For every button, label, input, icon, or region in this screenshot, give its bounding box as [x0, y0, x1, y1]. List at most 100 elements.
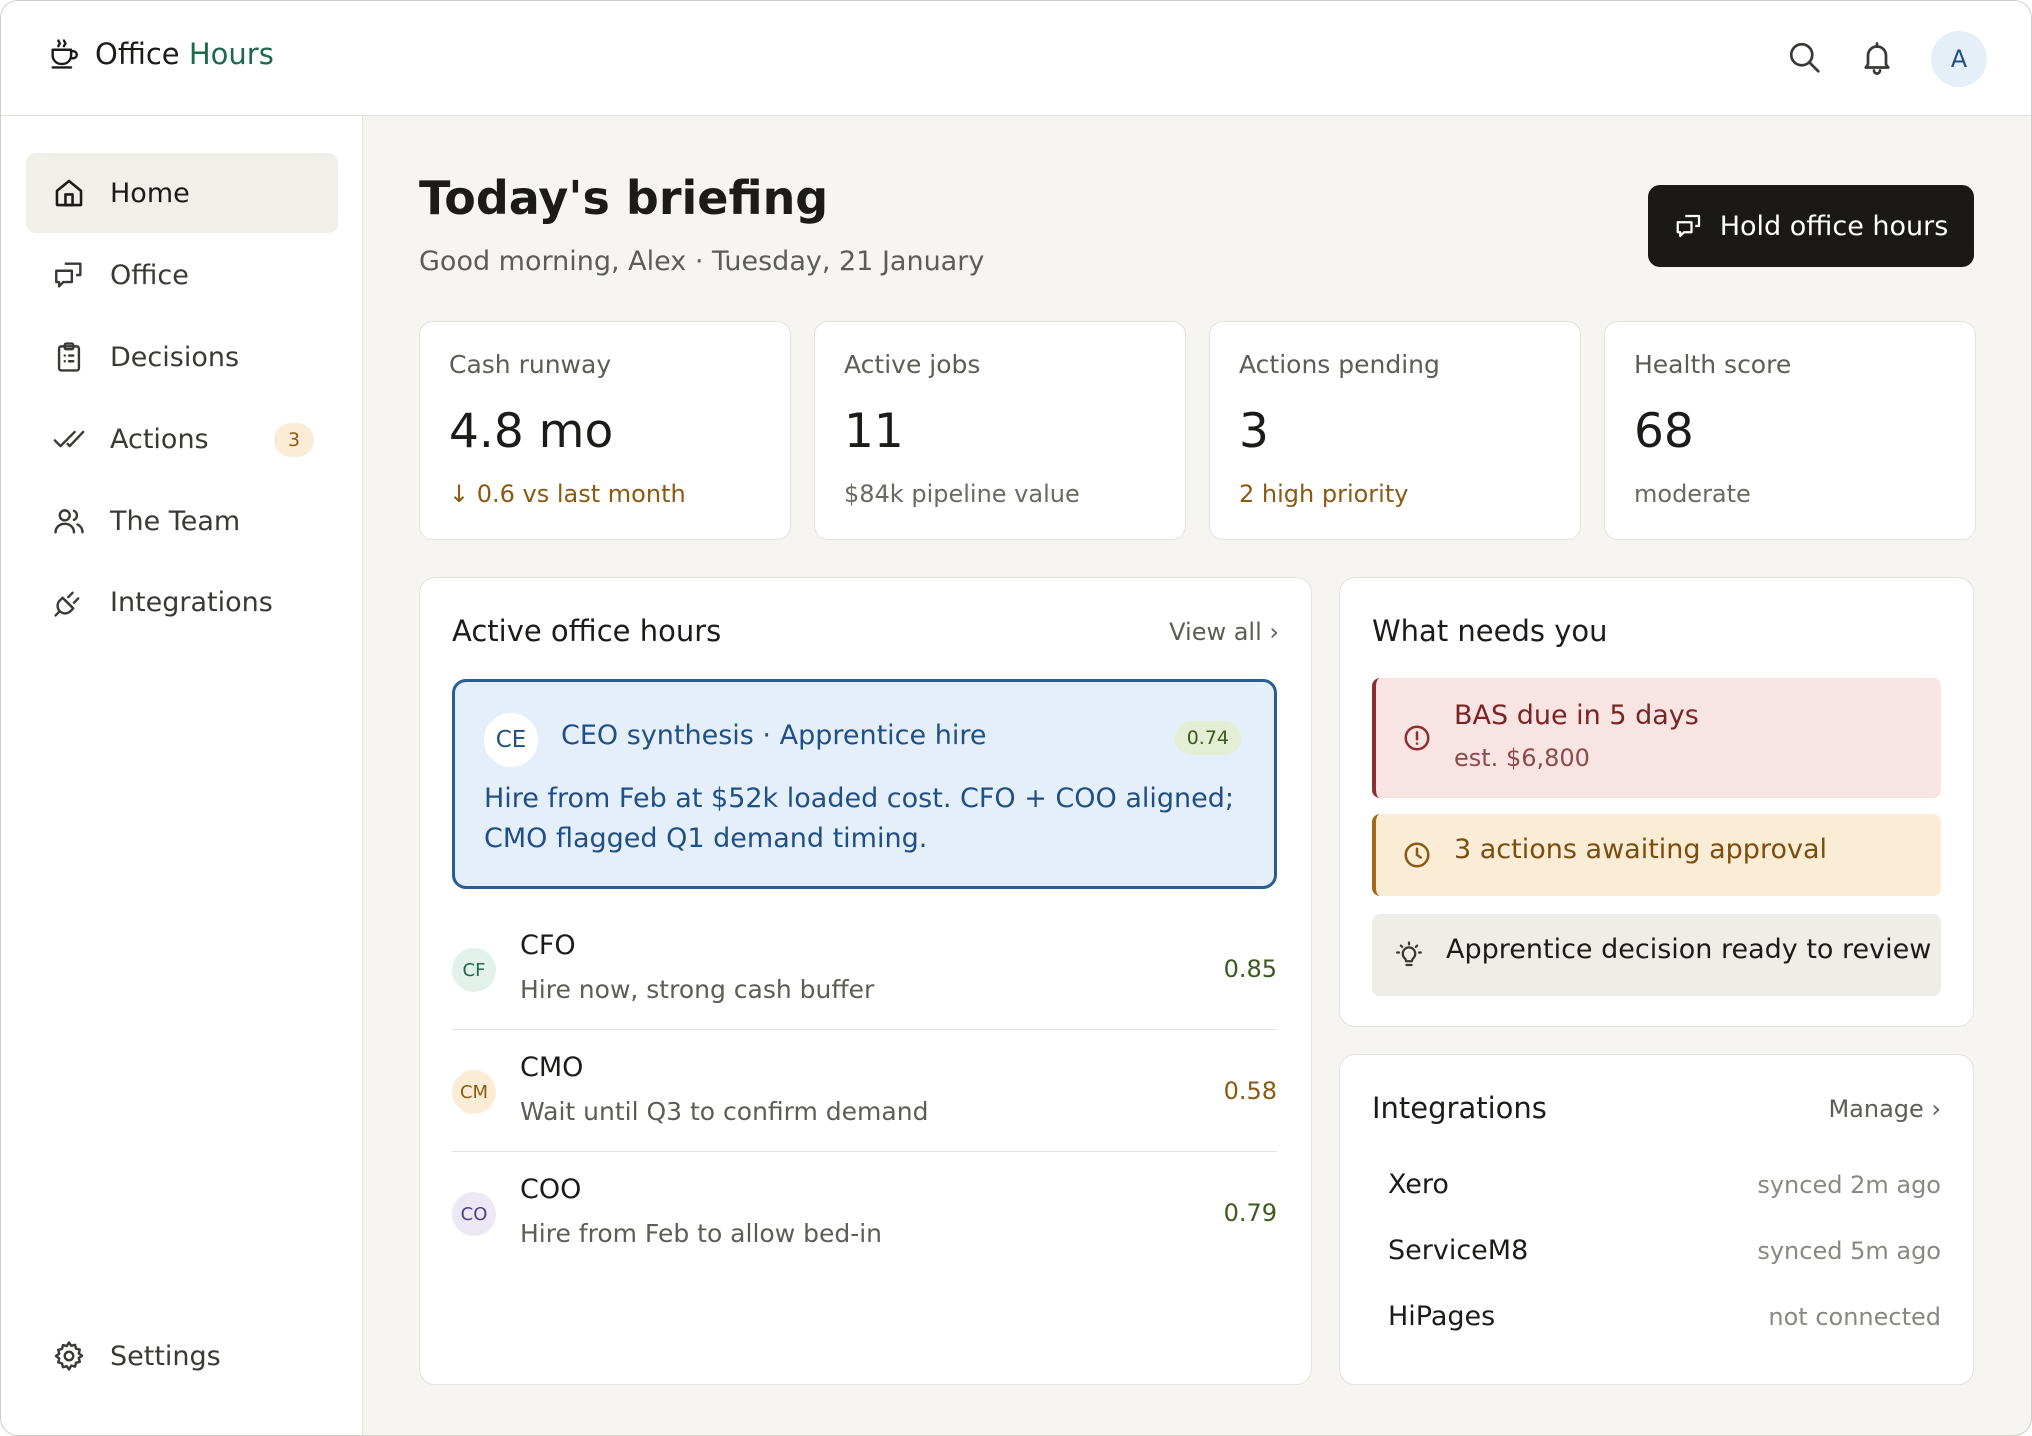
list-item[interactable]: CO COO Hire from Feb to allow bed-in 0.7… — [452, 1152, 1277, 1274]
need-title: BAS due in 5 days — [1454, 700, 1699, 731]
coffee-cup-icon — [51, 39, 78, 69]
sidebar-item-actions[interactable]: Actions 3 — [26, 399, 338, 479]
confidence-score: 0.58 — [1223, 1077, 1277, 1105]
confidence-badge: 0.74 — [1174, 721, 1241, 755]
sidebar-item-decisions[interactable]: Decisions — [26, 317, 338, 397]
chat-bubbles-icon — [55, 262, 82, 288]
exec-opinion: Hire now, strong cash buffer — [520, 975, 875, 1004]
integration-status: synced 2m ago — [1757, 1171, 1941, 1199]
session-title: CEO synthesis · Apprentice hire — [561, 720, 987, 751]
sidebar-item-label: Settings — [110, 1340, 221, 1372]
need-title: Apprentice decision ready to review — [1446, 934, 1932, 965]
avatar: CE — [484, 713, 538, 767]
button-label: Hold office hours — [1719, 210, 1949, 242]
sidebar-item-office[interactable]: Office — [26, 235, 338, 315]
double-check-icon — [53, 430, 85, 448]
sidebar-item-label: Integrations — [110, 586, 273, 618]
sidebar-item-label: Home — [110, 177, 190, 209]
integration-status: not connected — [1768, 1303, 1941, 1331]
sidebar-item-label: Office — [110, 259, 189, 291]
sidebar-item-label: Decisions — [110, 341, 240, 373]
brand[interactable]: Office Hours — [47, 37, 274, 71]
integration-status: synced 5m ago — [1757, 1237, 1941, 1265]
manage-link[interactable]: Manage › — [1828, 1095, 1941, 1123]
actions-count-badge: 3 — [274, 423, 314, 457]
session-summary: Hire from Feb at $52k loaded cost. CFO +… — [484, 783, 1235, 854]
clipboard-icon — [57, 342, 81, 372]
need-title: 3 actions awaiting approval — [1454, 834, 1827, 865]
need-item-apprentice[interactable]: Apprentice decision ready to review — [1372, 914, 1941, 996]
stat-note: $84k pipeline value — [844, 480, 1080, 508]
hold-office-hours-button[interactable]: Hold office hours — [1648, 185, 1974, 267]
panel-title: What needs you — [1372, 614, 1608, 648]
what-needs-you-panel: What needs you BAS due in 5 days est. $6… — [1339, 577, 1974, 1027]
integration-row-servicem8[interactable]: ServiceM8 synced 5m ago — [1388, 1235, 1941, 1275]
exec-opinion: Wait until Q3 to confirm demand — [520, 1097, 929, 1126]
stat-card-cash-runway[interactable]: Cash runway 4.8 mo ↓ 0.6 vs last month — [419, 321, 791, 540]
need-item-actions[interactable]: 3 actions awaiting approval — [1372, 814, 1941, 896]
sidebar-item-label: Actions — [110, 423, 209, 455]
integration-row-xero[interactable]: Xero synced 2m ago — [1388, 1169, 1941, 1209]
exec-name: COO — [520, 1174, 582, 1205]
top-bar: Office Hours A — [1, 1, 2031, 116]
sidebar-item-label: The Team — [110, 505, 241, 537]
app-name: Office Hours — [95, 37, 274, 71]
stat-note: ↓ 0.6 vs last month — [449, 480, 686, 508]
stat-card-active-jobs[interactable]: Active jobs 11 $84k pipeline value — [814, 321, 1186, 540]
exec-name: CMO — [520, 1052, 584, 1083]
clock-icon — [1404, 842, 1430, 868]
stat-label: Actions pending — [1239, 350, 1440, 379]
bell-icon[interactable] — [1859, 39, 1895, 75]
sidebar-item-the-team[interactable]: The Team — [26, 481, 338, 561]
avatar: CM — [452, 1070, 496, 1114]
sidebar-item-settings[interactable]: Settings — [26, 1316, 338, 1396]
stat-card-health-score[interactable]: Health score 68 moderate — [1604, 321, 1976, 540]
users-icon — [54, 509, 84, 534]
view-all-link[interactable]: View all › — [1169, 618, 1279, 646]
lightbulb-icon — [1396, 941, 1422, 967]
search-icon[interactable] — [1786, 39, 1822, 75]
app-name-accent: Hours — [188, 37, 274, 71]
stat-note: 2 high priority — [1239, 480, 1409, 508]
stat-card-actions-pending[interactable]: Actions pending 3 2 high priority — [1209, 321, 1581, 540]
featured-session-card[interactable]: CE CEO synthesis · Apprentice hire 0.74 … — [452, 679, 1277, 889]
stat-value: 4.8 mo — [449, 404, 614, 459]
stat-label: Active jobs — [844, 350, 981, 379]
user-avatar[interactable]: A — [1931, 31, 1987, 87]
list-item[interactable]: CF CFO Hire now, strong cash buffer 0.85 — [452, 908, 1277, 1030]
sidebar-item-home[interactable]: Home — [26, 153, 338, 233]
integration-name: Xero — [1388, 1169, 1449, 1200]
stat-label: Cash runway — [449, 350, 612, 379]
app-name-prefix: Office — [95, 37, 189, 71]
confidence-score: 0.79 — [1223, 1199, 1277, 1227]
sidebar-item-integrations[interactable]: Integrations — [26, 562, 338, 642]
avatar: CO — [452, 1192, 496, 1236]
avatar: CF — [452, 948, 496, 992]
stat-note: moderate — [1634, 480, 1751, 508]
integration-name: ServiceM8 — [1388, 1235, 1529, 1266]
exec-name: CFO — [520, 930, 576, 961]
panel-title: Active office hours — [452, 614, 722, 648]
chat-bubbles-icon — [1676, 214, 1700, 238]
list-item[interactable]: CM CMO Wait until Q3 to confirm demand 0… — [452, 1030, 1277, 1152]
stat-value: 68 — [1634, 404, 1694, 459]
panel-title: Integrations — [1372, 1091, 1547, 1125]
stat-value: 11 — [844, 404, 904, 459]
active-office-hours-panel: Active office hours View all › CE CEO sy… — [419, 577, 1312, 1385]
page-subtitle: Good morning, Alex · Tuesday, 21 January — [419, 246, 985, 277]
page-title: Today's briefing — [419, 171, 829, 225]
confidence-score: 0.85 — [1223, 955, 1277, 983]
sidebar: Home Office Decisions Actions 3 — [1, 116, 363, 1435]
need-subtitle: est. $6,800 — [1454, 744, 1590, 772]
alert-circle-icon — [1404, 725, 1430, 751]
plug-icon — [54, 591, 80, 617]
home-icon — [55, 179, 83, 207]
stat-label: Health score — [1634, 350, 1792, 379]
need-item-bas[interactable]: BAS due in 5 days est. $6,800 — [1372, 678, 1941, 798]
stat-value: 3 — [1239, 404, 1269, 459]
integration-row-hipages[interactable]: HiPages not connected — [1388, 1301, 1941, 1341]
integrations-panel: Integrations Manage › Xero synced 2m ago… — [1339, 1054, 1974, 1385]
integration-name: HiPages — [1388, 1301, 1496, 1332]
exec-opinion: Hire from Feb to allow bed-in — [520, 1219, 883, 1248]
